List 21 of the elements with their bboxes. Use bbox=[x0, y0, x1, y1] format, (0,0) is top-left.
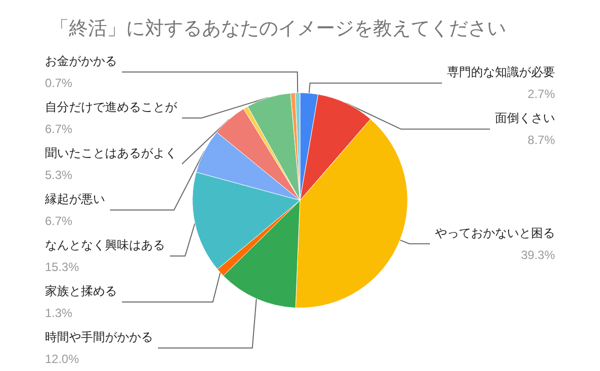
data-label: 6.7% bbox=[45, 214, 73, 228]
data-label: 5.3% bbox=[45, 168, 73, 182]
data-label: 2.7% bbox=[528, 87, 556, 102]
data-label: 8.7% bbox=[528, 133, 556, 148]
data-label: 6.7% bbox=[45, 122, 73, 136]
slice-label: 聞いたことはあるがよく bbox=[45, 146, 177, 160]
data-label: 15.3% bbox=[45, 260, 80, 274]
slice-label: 自分だけで進めることが bbox=[45, 100, 178, 114]
slice-label: お金がかかる bbox=[45, 54, 117, 68]
slice-label: 家族と揉める bbox=[45, 284, 117, 298]
data-label: 1.3% bbox=[45, 306, 73, 320]
chart-title: 「終活」に対するあなたのイメージを教えてください bbox=[50, 18, 506, 40]
slice-label: 時間や手間がかかる bbox=[45, 330, 153, 344]
slice-label: 面倒くさい bbox=[495, 111, 555, 126]
slice-label: やっておかないと困る bbox=[435, 226, 555, 240]
slice-label: 縁起が悪い bbox=[44, 192, 105, 206]
data-label: 39.3% bbox=[520, 248, 556, 262]
data-label: 0.7% bbox=[45, 76, 73, 90]
slice-label: 専門的な知識が必要 bbox=[447, 65, 555, 80]
data-label: 12.0% bbox=[45, 352, 80, 366]
slice-label: なんとなく興味はある bbox=[45, 238, 165, 252]
